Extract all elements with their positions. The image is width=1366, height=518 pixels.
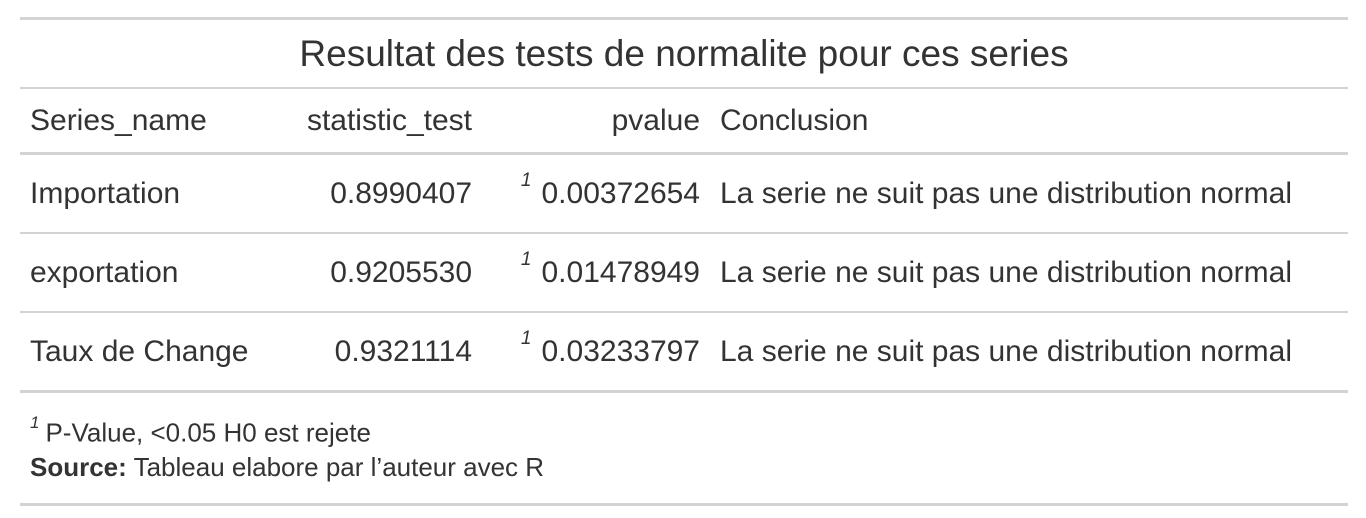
cell-statistic-test: 0.9205530 (277, 233, 482, 313)
table-header: Series_name statistic_test pvalue Conclu… (20, 89, 1348, 155)
cell-pvalue: 1 0.01478949 (482, 233, 710, 313)
pvalue-value: 0.01478949 (541, 256, 701, 289)
footnote: 1 P-Value, <0.05 H0 est rejete (30, 409, 1338, 448)
cell-conclusion: La serie ne suit pas une distribution no… (710, 153, 1348, 234)
cell-pvalue: 1 0.00372654 (482, 153, 710, 234)
table-title: Resultat des tests de normalite pour ces… (20, 20, 1348, 89)
cell-series-name: Importation (20, 153, 277, 234)
header-conclusion: Conclusion (710, 89, 1348, 155)
table-row: exportation 0.9205530 1 0.01478949 La ser… (20, 233, 1348, 313)
data-table: Series_name statistic_test pvalue Conclu… (20, 89, 1348, 393)
header-series-name: Series_name (20, 89, 277, 155)
footnote-mark: 1 (520, 170, 532, 191)
pvalue-value: 0.03233797 (541, 335, 701, 368)
table-row: Importation 0.8990407 1 0.00372654 La ser… (20, 153, 1348, 234)
cell-statistic-test: 0.8990407 (277, 153, 482, 234)
footnote-text: P-Value, <0.05 H0 est rejete (45, 417, 371, 448)
footnote-mark: 1 (520, 249, 532, 270)
source-note: Source: Tableau elabore par l’auteur ave… (30, 449, 1338, 485)
cell-conclusion: La serie ne suit pas une distribution no… (710, 233, 1348, 313)
source-text: Tableau elabore par l’auteur avec R (133, 452, 545, 482)
pvalue-value: 0.00372654 (541, 177, 701, 210)
header-pvalue: pvalue (482, 89, 710, 155)
cell-statistic-test: 0.9321114 (277, 312, 482, 393)
top-rule (20, 17, 1348, 20)
header-row: Series_name statistic_test pvalue Conclu… (20, 89, 1348, 155)
results-table: Resultat des tests de normalite pour ces… (20, 17, 1348, 506)
table-row: Taux de Change 0.9321114 1 0.03233797 La … (20, 312, 1348, 393)
table-footnotes: 1 P-Value, <0.05 H0 est rejete Source: Ta… (20, 393, 1348, 506)
cell-series-name: exportation (20, 233, 277, 313)
table-body: Importation 0.8990407 1 0.00372654 La ser… (20, 153, 1348, 393)
header-statistic-test: statistic_test (277, 89, 482, 155)
cell-series-name: Taux de Change (20, 312, 277, 393)
footnote-mark: 1 (520, 328, 532, 349)
cell-pvalue: 1 0.03233797 (482, 312, 710, 393)
cell-conclusion: La serie ne suit pas une distribution no… (710, 312, 1348, 393)
footnote-mark: 1 (30, 413, 40, 432)
source-label: Source: (30, 452, 127, 482)
